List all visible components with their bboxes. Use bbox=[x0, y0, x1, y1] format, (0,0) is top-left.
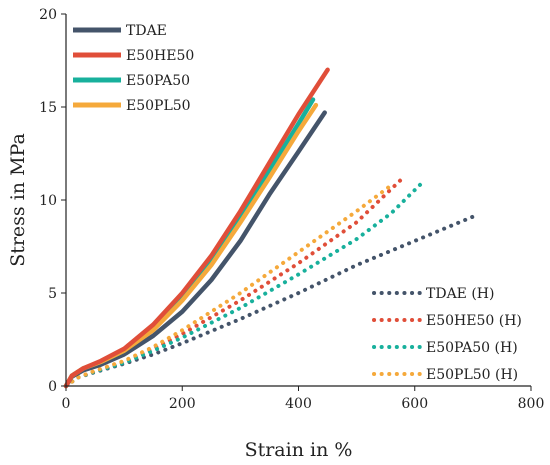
legend-label: TDAE (H) bbox=[426, 286, 494, 302]
series-lines bbox=[63, 67, 475, 389]
y-tick-label: 0 bbox=[48, 379, 57, 395]
y-axis-label: Stress in MPa bbox=[7, 133, 29, 267]
legend-label: E50HE50 (H) bbox=[426, 313, 522, 329]
x-tick-label: 0 bbox=[62, 396, 71, 412]
x-tick-label: 200 bbox=[169, 396, 196, 412]
y-tick-label: 5 bbox=[48, 286, 57, 302]
series-line-e50he50 bbox=[63, 67, 330, 389]
y-tick-label: 15 bbox=[39, 100, 57, 116]
legend-solid: TDAE E50HE50 E50PA50 E50PL50 bbox=[73, 23, 194, 114]
legend-label: E50HE50 bbox=[126, 48, 194, 64]
series-line-e50pa50 bbox=[63, 97, 316, 389]
legend-dotted: TDAE (H) E50HE50 (H) E50PA50 (H) E50PL50 (H… bbox=[372, 286, 522, 383]
legend-label: E50PL50 (H) bbox=[426, 367, 518, 383]
x-tick-label: 800 bbox=[518, 396, 545, 412]
legend-label: E50PA50 (H) bbox=[426, 340, 518, 356]
x-tick-label: 400 bbox=[285, 396, 312, 412]
y-tick-label: 20 bbox=[39, 7, 57, 23]
legend-label: E50PL50 bbox=[126, 98, 191, 114]
axes bbox=[65, 14, 531, 387]
y-tick-label: 10 bbox=[39, 193, 57, 209]
ticks: 0 200 400 600 800 0 5 10 15 20 bbox=[39, 7, 544, 412]
legend-label: TDAE bbox=[126, 23, 167, 39]
series-line-e50pa50-h bbox=[64, 179, 426, 388]
series-line-e50pl50-h bbox=[64, 183, 394, 388]
x-tick-label: 600 bbox=[401, 396, 428, 412]
legend-label: E50PA50 bbox=[126, 73, 190, 89]
x-axis-label: Strain in % bbox=[245, 439, 353, 461]
